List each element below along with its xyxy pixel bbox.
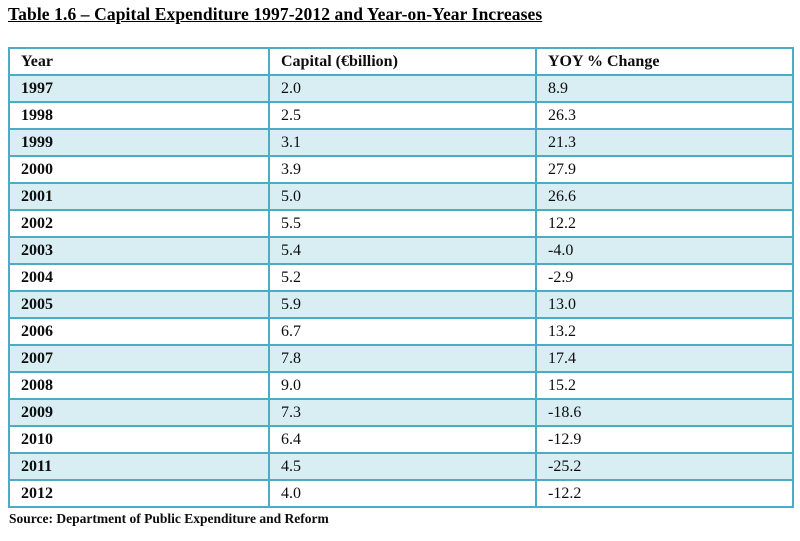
- yoy-cell: 12.2: [535, 209, 794, 238]
- capital-cell: 7.8: [268, 344, 537, 373]
- table-row: 2009 7.3 -18.6: [8, 398, 794, 427]
- year-cell: 2005: [8, 290, 270, 319]
- yoy-cell: -25.2: [535, 452, 794, 481]
- header-row: Year Capital (€billion) YOY % Change: [8, 47, 794, 76]
- table-row: 2001 5.0 26.6: [8, 182, 794, 211]
- document-page: Table 1.6 – Capital Expenditure 1997-201…: [8, 4, 794, 526]
- capital-cell: 3.1: [268, 128, 537, 157]
- column-header-capital: Capital (€billion): [268, 47, 537, 76]
- year-cell: 2002: [8, 209, 270, 238]
- column-header-year: Year: [8, 47, 270, 76]
- year-cell: 2011: [8, 452, 270, 481]
- capital-cell: 5.2: [268, 263, 537, 292]
- year-cell: 1997: [8, 74, 270, 103]
- table-row: 2004 5.2 -2.9: [8, 263, 794, 292]
- table-row: 2002 5.5 12.2: [8, 209, 794, 238]
- yoy-cell: 21.3: [535, 128, 794, 157]
- year-cell: 2001: [8, 182, 270, 211]
- capital-cell: 2.5: [268, 101, 537, 130]
- capital-cell: 6.4: [268, 425, 537, 454]
- table-row: 2005 5.9 13.0: [8, 290, 794, 319]
- table-row: 1999 3.1 21.3: [8, 128, 794, 157]
- yoy-cell: 26.6: [535, 182, 794, 211]
- yoy-cell: 13.0: [535, 290, 794, 319]
- capital-cell: 7.3: [268, 398, 537, 427]
- yoy-cell: 15.2: [535, 371, 794, 400]
- capital-cell: 4.5: [268, 452, 537, 481]
- table-row: 2008 9.0 15.2: [8, 371, 794, 400]
- year-cell: 2009: [8, 398, 270, 427]
- capital-cell: 5.4: [268, 236, 537, 265]
- table-row: 2012 4.0 -12.2: [8, 479, 794, 508]
- yoy-cell: -2.9: [535, 263, 794, 292]
- column-header-yoy-change: YOY % Change: [535, 47, 794, 76]
- yoy-cell: 8.9: [535, 74, 794, 103]
- table-row: 1997 2.0 8.9: [8, 74, 794, 103]
- year-cell: 2003: [8, 236, 270, 265]
- table-row: 2003 5.4 -4.0: [8, 236, 794, 265]
- capital-cell: 4.0: [268, 479, 537, 508]
- capital-cell: 6.7: [268, 317, 537, 346]
- table-row: 2006 6.7 13.2: [8, 317, 794, 346]
- table-row: 1998 2.5 26.3: [8, 101, 794, 130]
- yoy-cell: -12.9: [535, 425, 794, 454]
- year-cell: 1998: [8, 101, 270, 130]
- yoy-cell: 26.3: [535, 101, 794, 130]
- source-note: Source: Department of Public Expenditure…: [9, 511, 329, 526]
- yoy-cell: 27.9: [535, 155, 794, 184]
- year-cell: 2008: [8, 371, 270, 400]
- capital-cell: 5.9: [268, 290, 537, 319]
- capital-cell: 5.5: [268, 209, 537, 238]
- year-cell: 2000: [8, 155, 270, 184]
- table-row: 2010 6.4 -12.9: [8, 425, 794, 454]
- year-cell: 2004: [8, 263, 270, 292]
- table-row: 2000 3.9 27.9: [8, 155, 794, 184]
- capital-cell: 2.0: [268, 74, 537, 103]
- yoy-cell: -12.2: [535, 479, 794, 508]
- year-cell: 1999: [8, 128, 270, 157]
- capital-expenditure-table: Year Capital (€billion) YOY % Change 199…: [8, 47, 794, 508]
- table-row: 2007 7.8 17.4: [8, 344, 794, 373]
- yoy-cell: 17.4: [535, 344, 794, 373]
- capital-cell: 3.9: [268, 155, 537, 184]
- year-cell: 2012: [8, 479, 270, 508]
- year-cell: 2006: [8, 317, 270, 346]
- yoy-cell: -18.6: [535, 398, 794, 427]
- capital-cell: 5.0: [268, 182, 537, 211]
- year-cell: 2007: [8, 344, 270, 373]
- capital-cell: 9.0: [268, 371, 537, 400]
- yoy-cell: -4.0: [535, 236, 794, 265]
- table-row: 2011 4.5 -25.2: [8, 452, 794, 481]
- table-title: Table 1.6 – Capital Expenditure 1997-201…: [8, 4, 543, 24]
- yoy-cell: 13.2: [535, 317, 794, 346]
- year-cell: 2010: [8, 425, 270, 454]
